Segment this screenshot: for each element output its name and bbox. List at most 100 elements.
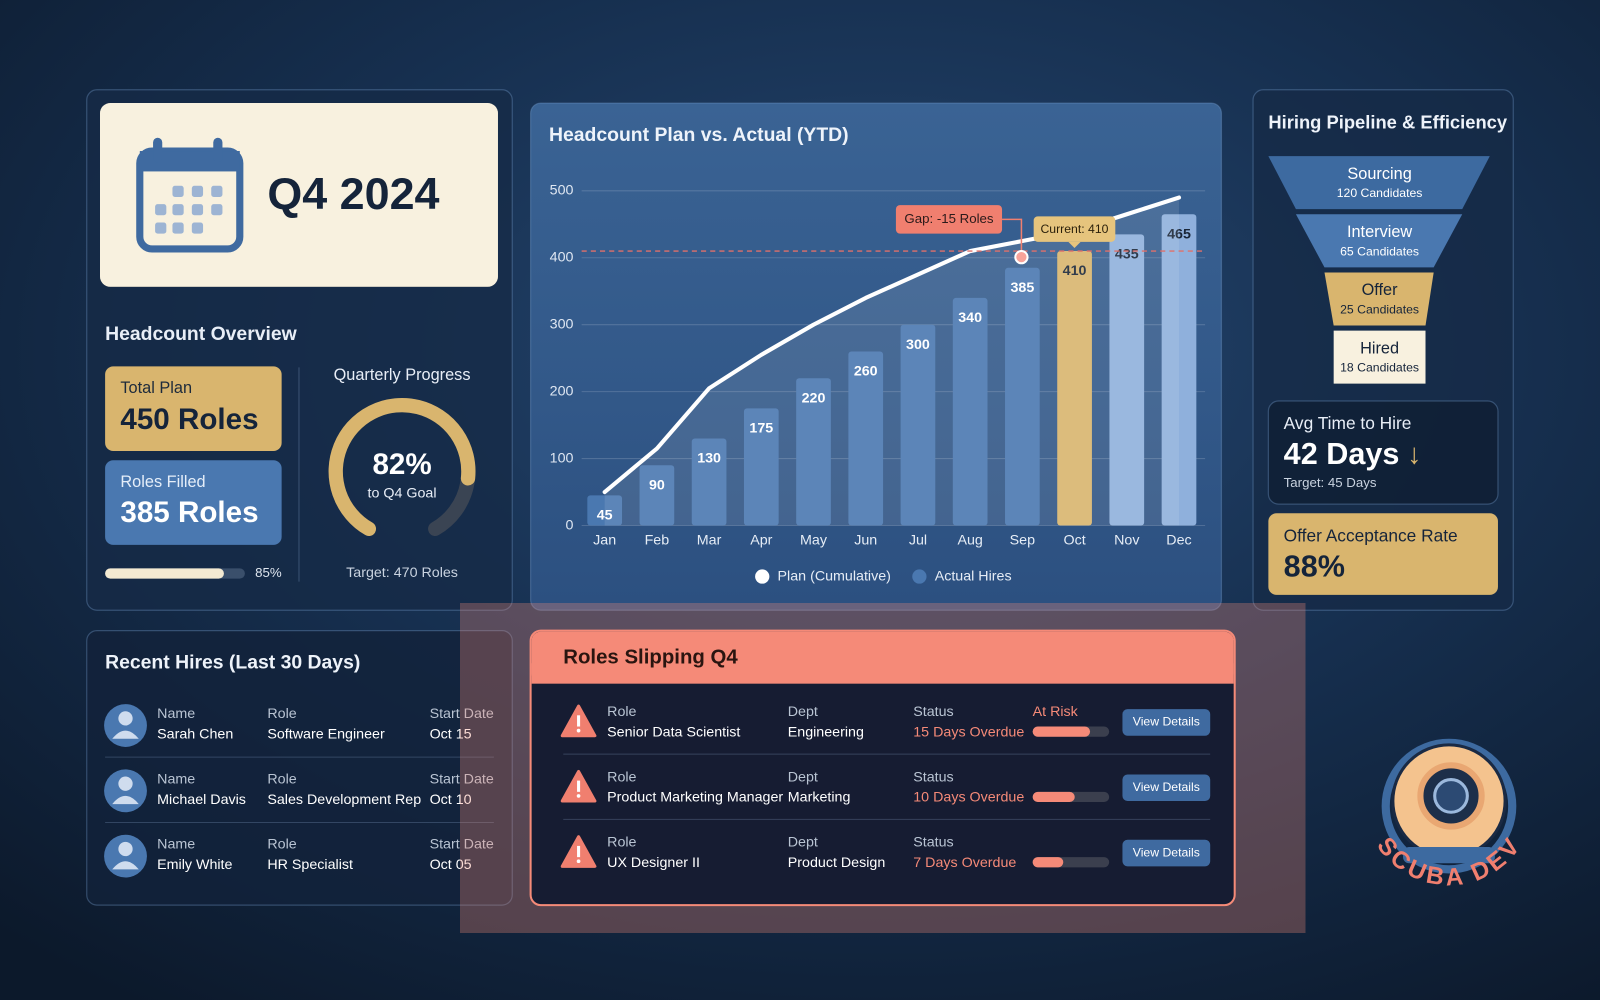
alert-header-base: [531, 663, 1234, 684]
field-value: Sarah Chen: [157, 726, 233, 742]
period-title: Q4 2024: [267, 168, 439, 219]
bar: [1057, 251, 1092, 526]
kpi-value: 88%: [1284, 549, 1345, 583]
x-tick-label: Apr: [750, 533, 772, 549]
warning-mark: [577, 715, 581, 727]
x-tick-label: Jul: [909, 533, 927, 549]
section-title: Hiring Pipeline & Efficiency: [1268, 111, 1508, 132]
bar-value-label: 300: [906, 337, 930, 353]
field-label: Role: [267, 771, 296, 787]
stage-count: 120 Candidates: [1337, 186, 1423, 200]
calendar-dot: [155, 204, 167, 216]
roles-filled-card: [105, 460, 282, 545]
annotation-box: [895, 205, 1003, 234]
annotation-pointer: [1068, 241, 1081, 248]
stage-name: Interview: [1347, 223, 1412, 241]
stage-count: 18 Candidates: [1340, 361, 1419, 375]
label: 85%: [255, 565, 282, 580]
bar-value-label: 220: [802, 390, 826, 406]
view-details-text[interactable]: View Details: [1133, 715, 1200, 729]
field-value: Michael Davis: [157, 792, 246, 808]
field-label: Dept: [788, 704, 818, 720]
logo-glass: [1433, 778, 1469, 814]
avatar-head: [118, 841, 133, 857]
logo-ring: [1381, 738, 1517, 874]
warning-dot: [576, 859, 581, 864]
calendar-dot: [211, 204, 223, 216]
funnel-stage: [1268, 156, 1490, 210]
bar: [691, 438, 727, 526]
bar-value-label: 340: [958, 310, 982, 326]
kpi-value: 385 Roles: [120, 496, 258, 529]
avatar-body: [112, 795, 139, 805]
stage-count: 65 Candidates: [1340, 244, 1419, 258]
calendar-dot: [191, 204, 204, 216]
avatar-body: [112, 861, 139, 870]
x-tick-label: Mar: [697, 533, 722, 549]
view-details-button[interactable]: [1122, 839, 1211, 867]
label: Avg Time to Hire: [1284, 413, 1412, 433]
chart-title: Headcount Plan vs. Actual (YTD): [549, 124, 849, 146]
x-tick-label: Nov: [1114, 533, 1140, 549]
bar: [1005, 267, 1040, 526]
field-label: Name: [157, 706, 195, 722]
label: Offer Acceptance Rate: [1284, 525, 1458, 545]
field-label: Role: [607, 769, 636, 785]
bar-value-label: 175: [749, 421, 773, 437]
field-value: HR Specialist: [267, 857, 353, 873]
field-label: Role: [607, 835, 636, 851]
calendar-ring: [213, 137, 223, 163]
legend-label: Plan (Cumulative): [778, 568, 891, 584]
x-tick-label: Jun: [854, 533, 877, 549]
x-tick-label: Sep: [1010, 533, 1035, 549]
field-value: Oct 10: [430, 792, 472, 808]
calendar-dot: [172, 222, 184, 234]
funnel-stage: [1295, 214, 1463, 268]
field-value: Sales Development Rep: [267, 792, 421, 808]
offer-rate-card: [1268, 513, 1498, 595]
bar: [900, 324, 936, 526]
warning-mark: [577, 845, 581, 858]
section-title: Recent Hires (Last 30 Days): [105, 651, 360, 673]
field-label: Role: [267, 706, 296, 722]
bar: [952, 297, 988, 526]
field-value: Engineering: [788, 724, 864, 740]
funnel-stage: [1333, 330, 1426, 384]
total-plan-card: [105, 366, 282, 452]
field-label: Role: [267, 837, 296, 853]
bar: [1109, 234, 1145, 526]
funnel-stage: [1324, 272, 1434, 326]
view-details-text[interactable]: View Details: [1133, 780, 1200, 794]
stage-name: Sourcing: [1347, 165, 1411, 183]
annotation-box: [1033, 216, 1116, 242]
bar: [796, 378, 831, 526]
field-label: Name: [157, 837, 195, 853]
field-value: 7 Days Overdue: [913, 855, 1016, 871]
warning-dot: [576, 728, 581, 733]
view-details-text[interactable]: View Details: [1133, 845, 1200, 859]
annotation: Current: 410: [1040, 222, 1108, 236]
view-details-button[interactable]: [1122, 774, 1211, 802]
x-tick-label: May: [800, 533, 828, 549]
avatar-head: [118, 776, 133, 791]
section-title: Roles Slipping Q4: [563, 647, 738, 669]
field-value: UX Designer II: [607, 855, 700, 871]
bar: [743, 408, 779, 526]
y-tick-label: 500: [550, 183, 574, 199]
plan-area: [604, 197, 1179, 526]
field-value: Product Design: [788, 855, 886, 871]
risk-fill: [1032, 857, 1064, 868]
label: Quarterly Progress: [334, 366, 471, 384]
view-details-button[interactable]: [1122, 709, 1211, 736]
field-value: Marketing: [788, 790, 851, 806]
section-title: Headcount Overview: [105, 323, 298, 345]
y-tick-label: 100: [550, 450, 574, 466]
avg-time-card: [1267, 400, 1499, 505]
risk-fill: [1032, 726, 1091, 737]
calendar-ring: [153, 137, 163, 163]
field-value: Oct 05: [430, 857, 472, 873]
risk-flag: At Risk: [1033, 704, 1079, 720]
stage-name: Offer: [1362, 281, 1399, 299]
y-tick-label: 300: [550, 316, 574, 332]
legend-label: Actual Hires: [935, 568, 1012, 584]
